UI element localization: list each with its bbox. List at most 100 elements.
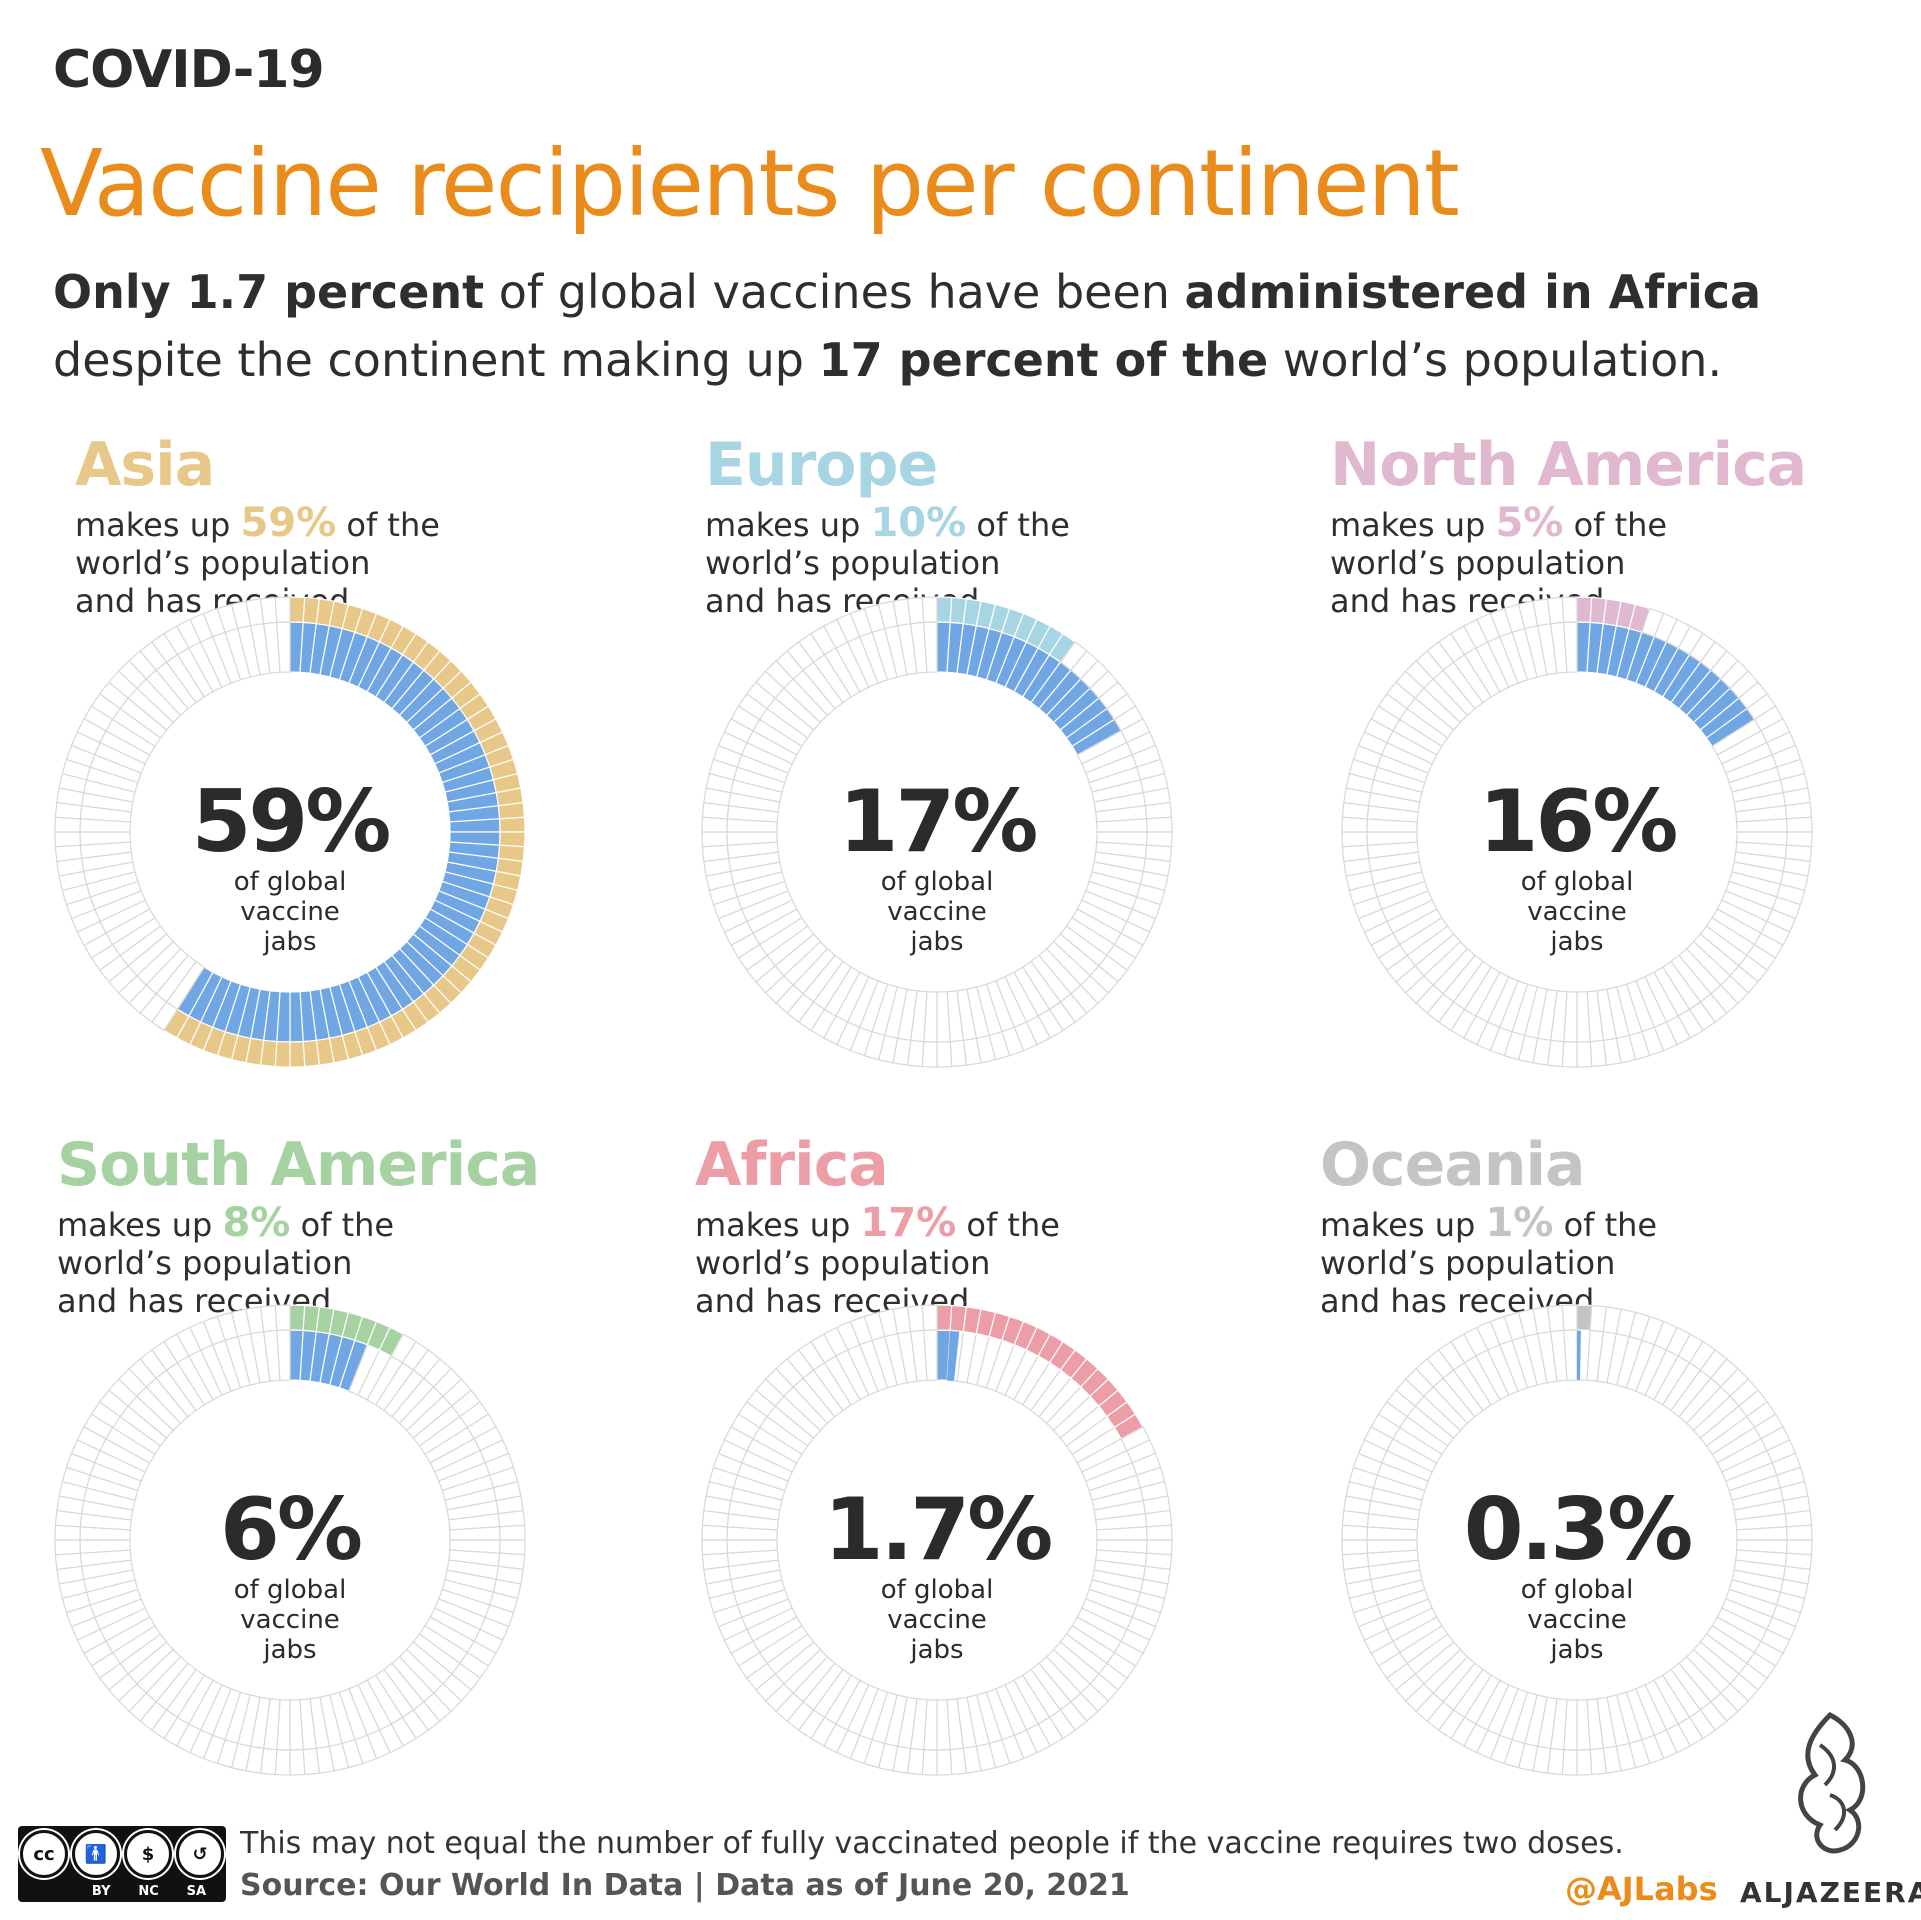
empty-segment <box>906 596 925 625</box>
empty-segment <box>1784 1509 1813 1528</box>
empty-segment <box>1546 596 1565 625</box>
donut-chart-north-america <box>1341 596 1813 1068</box>
population-segment <box>1576 1304 1593 1332</box>
vaccine-share-value: 16% <box>1478 772 1679 872</box>
empty-segment <box>1546 1304 1565 1333</box>
population-ring <box>1341 1304 1813 1776</box>
empty-segment <box>949 1747 968 1776</box>
center-text-1: of global <box>233 867 347 897</box>
population-share-label: 1% <box>1485 1200 1554 1246</box>
population-segment <box>274 1040 291 1068</box>
makes-up-text: makes up <box>57 1206 213 1244</box>
ajlabs-handle: @AJLabs <box>1565 1870 1718 1908</box>
empty-segment <box>1561 596 1578 624</box>
makes-up-text: makes up <box>705 506 861 544</box>
center-label-south-america: 6% of global vaccine jabs <box>150 1485 430 1665</box>
empty-segment <box>1144 1509 1173 1528</box>
empty-segment <box>1341 816 1369 833</box>
empty-segment <box>498 1524 526 1541</box>
population-segment <box>498 816 526 833</box>
nc-icon: $ <box>124 1830 172 1878</box>
panel-europe: Europe makes up 10% of the world’s populat… <box>705 430 1325 1130</box>
cc-label-by: BY <box>91 1884 111 1899</box>
empty-segment <box>54 1539 82 1556</box>
aljazeera-wordmark: ALJAZEERA <box>1740 1876 1921 1909</box>
empty-segment <box>1785 1524 1813 1541</box>
center-text-3: jabs <box>263 927 317 957</box>
footnote: This may not equal the number of fully v… <box>240 1826 1624 1861</box>
by-icon: 🚹 <box>72 1830 120 1878</box>
center-text-3: jabs <box>263 1635 317 1665</box>
vaccine-ring <box>1366 1329 1788 1751</box>
center-text-2: vaccine <box>1527 897 1627 927</box>
population-share-label: 5% <box>1495 500 1564 546</box>
cc-license-badge: cc 🚹 $ ↺ BY NC SA <box>18 1826 226 1902</box>
empty-segment <box>1561 1304 1578 1332</box>
center-text-1: of global <box>880 1575 994 1605</box>
vaccine-share-value: 1.7% <box>823 1480 1054 1580</box>
continent-name: Africa <box>695 1130 889 1200</box>
center-text-2: vaccine <box>240 897 340 927</box>
center-text-1: of global <box>1520 867 1634 897</box>
empty-segment <box>1785 1539 1813 1556</box>
empty-segment <box>498 1539 526 1556</box>
empty-segment <box>1145 816 1173 833</box>
subtitle-text-3: world’s population. <box>1268 333 1723 387</box>
center-text-3: jabs <box>910 1635 964 1665</box>
vaccine-share-value: 0.3% <box>1463 1480 1694 1580</box>
population-description: makes up 1% of the world’s population and … <box>1320 1203 1840 1320</box>
center-text-3: jabs <box>1550 927 1604 957</box>
empty-segment <box>259 1304 278 1333</box>
subtitle: Only 1.7 percent of global vaccines have… <box>53 258 1893 394</box>
subtitle-bold-2: administered in Africa <box>1184 265 1762 319</box>
empty-segment <box>701 1539 729 1556</box>
empty-segment <box>1341 1524 1369 1541</box>
population-segment <box>289 1040 306 1068</box>
subtitle-text-2: despite the continent making up <box>53 333 819 387</box>
vaccine-share-value: 17% <box>838 772 1039 872</box>
empty-segment <box>1561 1040 1578 1068</box>
empty-segment <box>701 831 729 848</box>
population-segment <box>289 596 306 624</box>
empty-segment <box>497 1509 526 1528</box>
empty-segment <box>701 844 730 863</box>
vaccine-ring <box>79 621 501 1043</box>
population-segment <box>302 1039 321 1068</box>
population-segment <box>498 831 526 848</box>
worlds-population-text: world’s population <box>1330 544 1626 582</box>
makes-up-text: makes up <box>695 1206 851 1244</box>
page-title: Vaccine recipients per continent <box>40 130 1460 237</box>
population-description: makes up 8% of the world’s population and … <box>57 1203 577 1320</box>
continent-name: North America <box>1330 430 1807 500</box>
empty-segment <box>1145 1539 1173 1556</box>
cc-label-sa: SA <box>186 1884 207 1899</box>
center-label-europe: 17% of global vaccine jabs <box>797 777 1077 957</box>
center-text-2: vaccine <box>1527 1605 1627 1635</box>
empty-segment <box>54 1552 83 1571</box>
of-the-text: of the <box>976 506 1070 544</box>
cc-label-nc: NC <box>138 1884 159 1899</box>
population-share-label: 59% <box>240 500 337 546</box>
empty-segment <box>1576 1040 1593 1068</box>
empty-segment <box>274 1748 291 1776</box>
empty-segment <box>259 596 278 625</box>
empty-segment <box>701 1524 729 1541</box>
vaccine-ring <box>726 1329 1148 1751</box>
population-ring <box>701 1304 1173 1776</box>
center-text-1: of global <box>1520 1575 1634 1605</box>
continent-name: South America <box>57 1130 540 1200</box>
center-text-2: vaccine <box>887 897 987 927</box>
population-ring <box>54 596 526 1068</box>
kicker: COVID-19 <box>53 40 325 100</box>
vaccine-segment-partial <box>947 1330 960 1381</box>
empty-segment <box>921 1304 938 1332</box>
center-label-oceania: 0.3% of global vaccine jabs <box>1437 1485 1717 1665</box>
subtitle-bold-1: Only 1.7 percent <box>53 265 485 319</box>
empty-segment <box>921 596 938 624</box>
donut-chart-europe <box>701 596 1173 1068</box>
empty-segment <box>1341 831 1369 848</box>
empty-segment <box>1785 831 1813 848</box>
center-label-asia: 59% of global vaccine jabs <box>150 777 430 957</box>
empty-segment <box>906 1304 925 1333</box>
population-share-label: 8% <box>222 1200 291 1246</box>
